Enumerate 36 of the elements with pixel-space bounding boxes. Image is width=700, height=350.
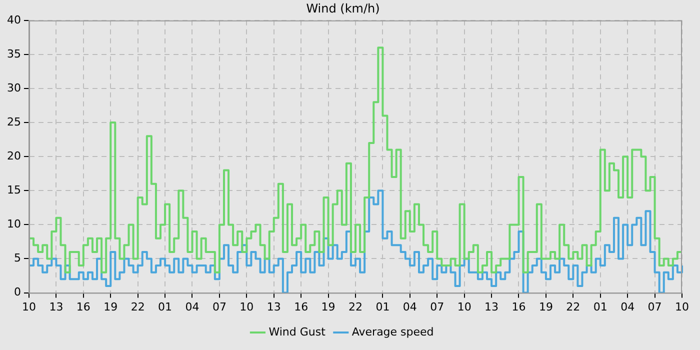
x-tick-label: 07 bbox=[430, 300, 444, 314]
x-tick-label: 16 bbox=[76, 300, 90, 314]
x-tick-label: 13 bbox=[49, 300, 64, 314]
legend-label: Wind Gust bbox=[268, 325, 326, 338]
x-tick-label: 19 bbox=[321, 300, 336, 314]
y-tick-label: 25 bbox=[6, 115, 21, 128]
y-tick-label: 40 bbox=[6, 13, 21, 26]
x-tick-label: 04 bbox=[185, 300, 200, 314]
y-tick-label: 20 bbox=[6, 149, 21, 162]
x-tick-label: 16 bbox=[512, 300, 526, 314]
x-tick-label: 22 bbox=[566, 300, 580, 314]
legend-label: Average speed bbox=[352, 325, 434, 338]
y-tick-label: 10 bbox=[6, 218, 21, 231]
x-tick-label: 19 bbox=[104, 300, 118, 314]
x-tick-label: 01 bbox=[593, 300, 608, 314]
x-tick-label: 01 bbox=[376, 300, 390, 314]
x-tick-label: 04 bbox=[402, 300, 417, 314]
x-tick-label: 19 bbox=[538, 300, 553, 314]
y-tick-label: 5 bbox=[14, 252, 21, 265]
y-tick-label: 35 bbox=[6, 47, 21, 60]
x-tick-label: 22 bbox=[348, 300, 362, 314]
y-tick-label: 15 bbox=[6, 184, 21, 197]
y-tick-label: 0 bbox=[14, 286, 21, 299]
chart-title: Wind (km/h) bbox=[306, 1, 380, 16]
x-tick-label: 04 bbox=[620, 300, 635, 314]
y-tick-label: 30 bbox=[6, 81, 21, 94]
x-tick-label: 13 bbox=[484, 300, 499, 314]
x-tick-label: 10 bbox=[240, 300, 254, 314]
x-tick-label: 16 bbox=[294, 300, 308, 314]
x-tick-label: 10 bbox=[457, 300, 472, 314]
x-tick-label: 07 bbox=[648, 300, 662, 314]
x-tick-label: 22 bbox=[130, 300, 145, 314]
x-tick-label: 07 bbox=[212, 300, 226, 314]
x-tick-label: 01 bbox=[158, 300, 172, 314]
x-tick-label: 13 bbox=[266, 300, 281, 314]
x-tick-label: 10 bbox=[675, 300, 689, 314]
